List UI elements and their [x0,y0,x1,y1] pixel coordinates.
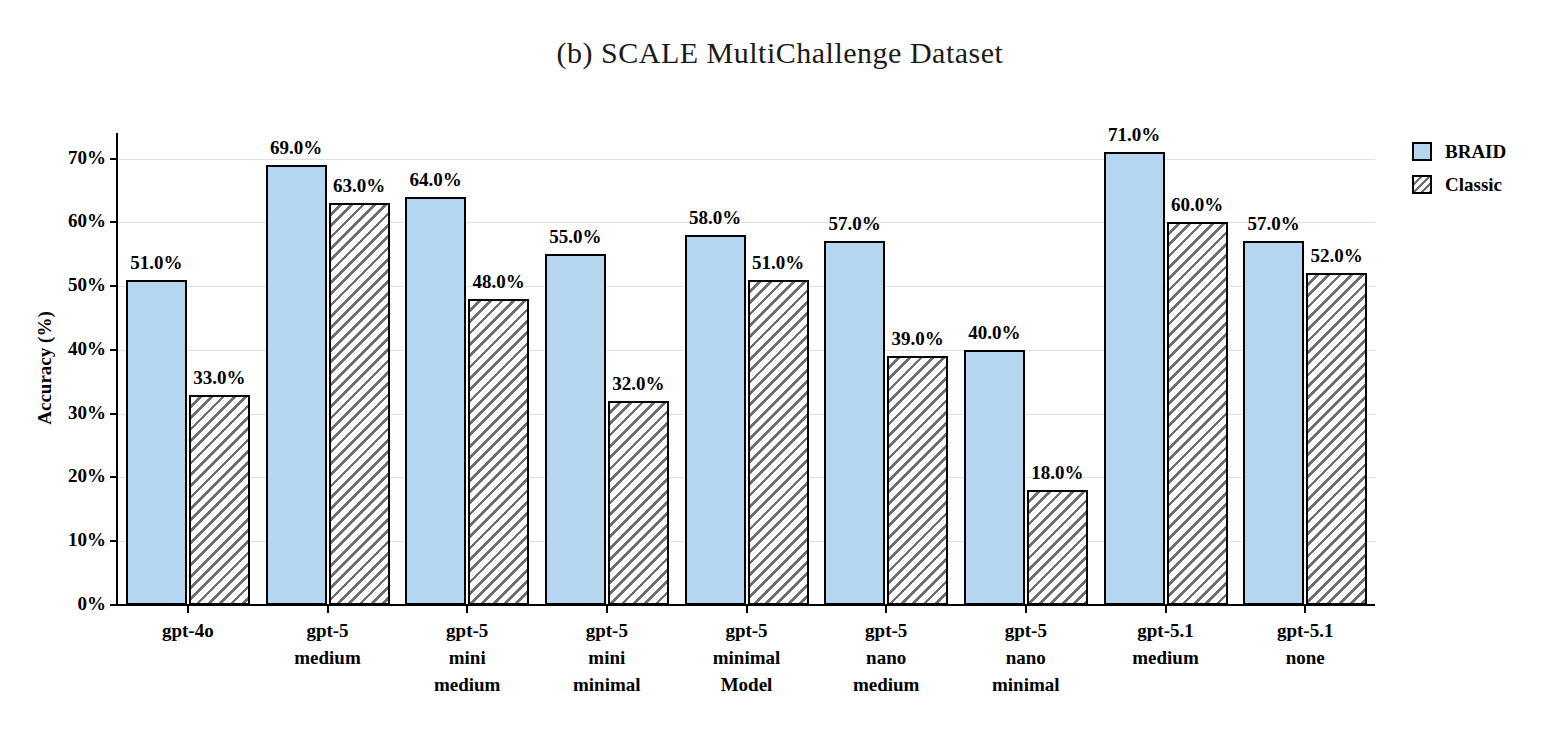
x-tick-label: gpt-5 [537,620,677,642]
x-tick-label: gpt-5 [677,620,817,642]
x-tick-label: gpt-5.1 [1235,620,1375,642]
bar-value-label: 57.0% [800,213,910,235]
bar-value-label: 51.0% [723,252,833,274]
y-tick-label: 50% [36,274,106,296]
y-tick-label: 20% [36,465,106,487]
bar-classic [189,395,250,606]
bar-value-label: 64.0% [381,169,491,191]
bar-classic [1306,273,1367,605]
x-tick-label: none [1235,647,1375,669]
bar-braid [266,165,327,605]
bar-value-label: 48.0% [444,271,554,293]
bar-braid [545,254,606,605]
bar-braid [126,280,187,605]
x-tick [746,605,748,613]
y-tick-label: 60% [36,210,106,232]
bar-braid [405,197,466,605]
x-tick [885,605,887,613]
bar-classic [468,299,529,605]
y-tick-label: 10% [36,529,106,551]
x-tick-label: nano [956,647,1096,669]
bar-classic [608,401,669,605]
bar-classic [329,203,390,605]
x-tick-label: gpt-5 [956,620,1096,642]
x-tick [327,605,329,613]
y-tick-label: 40% [36,338,106,360]
x-tick-label: gpt-5 [258,620,398,642]
x-tick-label: minimal [537,674,677,696]
bar-braid [1243,241,1304,605]
y-tick-label: 30% [36,402,106,424]
x-tick [1165,605,1167,613]
bar-value-label: 40.0% [939,322,1049,344]
x-tick-label: medium [397,674,537,696]
x-tick-label: minimal [677,647,817,669]
y-tick-label: 0% [36,593,106,615]
x-tick-label: gpt-5 [816,620,956,642]
bar-value-label: 52.0% [1282,245,1392,267]
legend-label-classic: Classic [1445,174,1502,196]
legend-item-classic: Classic [1412,174,1506,195]
x-tick [606,605,608,613]
bar-value-label: 69.0% [241,137,351,159]
y-axis-spine [116,133,118,606]
bar-classic [887,356,948,605]
x-tick [1304,605,1306,613]
x-tick-label: medium [1096,647,1236,669]
x-tick-label: medium [816,674,956,696]
x-tick-label: gpt-5.1 [1096,620,1236,642]
x-axis-spine [116,604,1375,606]
bar-value-label: 18.0% [1002,462,1112,484]
legend-item-braid: BRAID [1412,141,1506,162]
figure: (b) SCALE MultiChallenge Dataset Accurac… [0,0,1560,740]
bar-braid [685,235,746,605]
bar-value-label: 32.0% [583,373,693,395]
x-tick-label: mini [397,647,537,669]
braid-swatch-icon [1412,142,1432,161]
plot-area: 51.0%33.0%gpt-4o69.0%63.0%gpt-5medium64.… [0,0,1560,740]
x-tick-label: minimal [956,674,1096,696]
x-tick-label: gpt-5 [397,620,537,642]
bar-braid [824,241,885,605]
y-tick-label: 70% [36,147,106,169]
bar-value-label: 55.0% [520,226,630,248]
bar-classic [748,280,809,605]
bar-value-label: 57.0% [1219,213,1329,235]
legend: BRAID Classic [1412,141,1506,195]
x-tick-label: gpt-4o [118,620,258,642]
classic-swatch-icon [1412,175,1432,194]
x-tick [1025,605,1027,613]
bar-value-label: 33.0% [164,367,274,389]
bar-braid [1104,152,1165,605]
x-tick-label: mini [537,647,677,669]
x-tick [466,605,468,613]
x-tick-label: Model [677,674,817,696]
bar-classic [1027,490,1088,605]
legend-label-braid: BRAID [1445,141,1506,163]
x-tick-label: medium [258,647,398,669]
bar-classic [1167,222,1228,605]
bar-value-label: 58.0% [660,207,770,229]
x-tick-label: nano [816,647,956,669]
x-tick [187,605,189,613]
bar-value-label: 71.0% [1079,124,1189,146]
